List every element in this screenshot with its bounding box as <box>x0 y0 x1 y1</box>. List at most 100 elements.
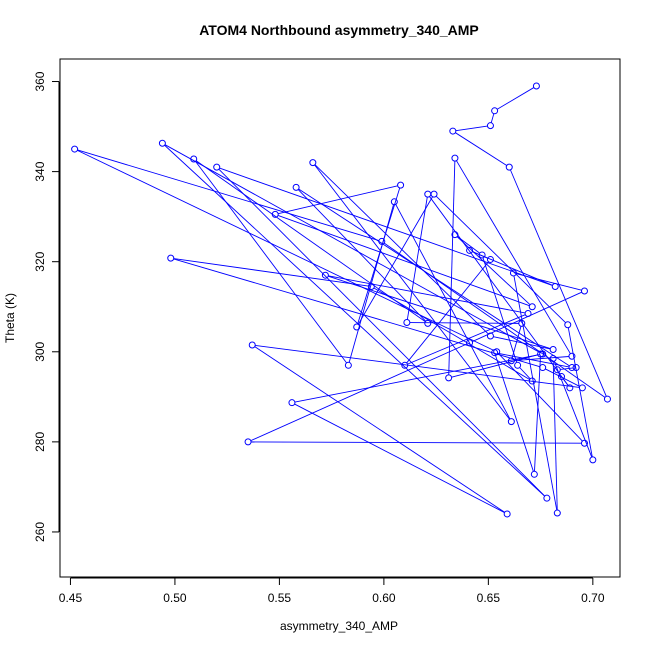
series-segment <box>250 343 467 442</box>
data-point <box>271 210 279 218</box>
data-point <box>509 269 517 277</box>
series-segment <box>493 336 551 350</box>
data-point <box>553 366 561 374</box>
series-segment <box>164 144 541 353</box>
series-segment <box>173 258 369 287</box>
data-point <box>397 181 405 189</box>
series-segment <box>77 149 380 241</box>
series-segment <box>552 361 558 511</box>
series-segment <box>195 161 347 364</box>
series-segment <box>456 236 531 306</box>
series-segment <box>560 367 574 370</box>
series-segment <box>195 160 426 323</box>
data-point <box>478 251 486 259</box>
data-point <box>158 139 166 147</box>
data-point <box>309 159 317 167</box>
data-point <box>549 346 557 354</box>
series-segment <box>456 160 571 354</box>
series-segment <box>277 214 530 307</box>
y-tick-label: 280 <box>33 432 47 452</box>
series-segment <box>254 346 505 513</box>
series-segment <box>218 168 546 497</box>
data-point <box>568 364 576 372</box>
data-point <box>528 303 536 311</box>
data-point <box>524 309 532 317</box>
data-point <box>344 361 352 369</box>
x-tick-label: 0.50 <box>163 591 187 605</box>
series-segment <box>294 403 505 513</box>
y-tick-label: 340 <box>33 161 47 181</box>
data-point <box>292 183 300 191</box>
series-segment <box>429 196 569 386</box>
series-segment <box>448 161 456 375</box>
series-segment <box>451 354 538 378</box>
series-segment <box>314 164 489 335</box>
y-tick-label: 320 <box>33 251 47 271</box>
data-point <box>507 357 515 365</box>
series-segment <box>510 169 607 397</box>
series-segment <box>298 188 570 367</box>
data-point <box>557 373 565 381</box>
series-segment <box>328 275 526 314</box>
data-point <box>378 237 386 245</box>
data-point <box>466 339 474 347</box>
data-point <box>451 231 459 239</box>
data-point <box>549 355 557 363</box>
series-segment <box>406 197 428 320</box>
y-axis-label: Theta (K) <box>3 293 17 343</box>
series-segment <box>482 257 518 363</box>
series-segment <box>455 125 488 132</box>
data-point <box>568 352 576 360</box>
data-point <box>578 384 586 392</box>
series-segment <box>562 378 569 386</box>
data-point <box>539 350 547 358</box>
data-point <box>213 163 221 171</box>
x-tick-label: 0.70 <box>581 591 605 605</box>
x-tick-label: 0.65 <box>477 591 501 605</box>
data-point <box>603 395 611 403</box>
series-segment <box>514 356 569 362</box>
data-point <box>564 321 572 329</box>
data-point <box>486 122 494 130</box>
y-axis: 260 280 300 320 340 360 <box>33 71 60 542</box>
data-point <box>572 364 580 372</box>
data-point <box>589 456 597 464</box>
series-segment <box>455 132 507 166</box>
series-segment <box>567 327 593 458</box>
x-axis-label: asymmetry_340_AMP <box>280 619 398 633</box>
data-point <box>401 361 409 369</box>
series-segment <box>472 251 488 259</box>
series-segment <box>357 196 433 325</box>
data-point <box>288 399 296 407</box>
data-point <box>244 438 252 446</box>
series-segment <box>297 189 426 322</box>
data-point <box>167 254 175 262</box>
data-point <box>71 145 79 153</box>
series-segment <box>553 361 593 458</box>
series-segment <box>77 149 495 351</box>
data-point <box>424 319 432 327</box>
series-segment <box>406 261 489 364</box>
series-segment <box>435 195 566 323</box>
y-tick-label: 260 <box>33 522 47 542</box>
series-segment <box>513 275 558 511</box>
chart-title: ATOM4 Northbound asymmetry_340_AMP <box>199 22 479 38</box>
series-segment <box>173 258 540 368</box>
x-tick-label: 0.45 <box>59 591 83 605</box>
data-point <box>580 287 588 295</box>
x-tick-label: 0.55 <box>268 591 292 605</box>
series-segment <box>328 275 551 350</box>
data-point <box>367 282 375 290</box>
series-segment <box>219 167 553 286</box>
x-axis: 0.45 0.50 0.55 0.60 0.65 0.70 <box>59 577 605 605</box>
data-point <box>528 377 536 385</box>
data-layer <box>71 82 611 518</box>
series-segment <box>519 367 531 380</box>
data-point <box>532 82 540 90</box>
data-point <box>466 246 474 254</box>
series-segment <box>255 344 580 388</box>
series-segment <box>490 113 495 123</box>
series-segment <box>497 352 570 368</box>
data-point <box>543 494 551 502</box>
